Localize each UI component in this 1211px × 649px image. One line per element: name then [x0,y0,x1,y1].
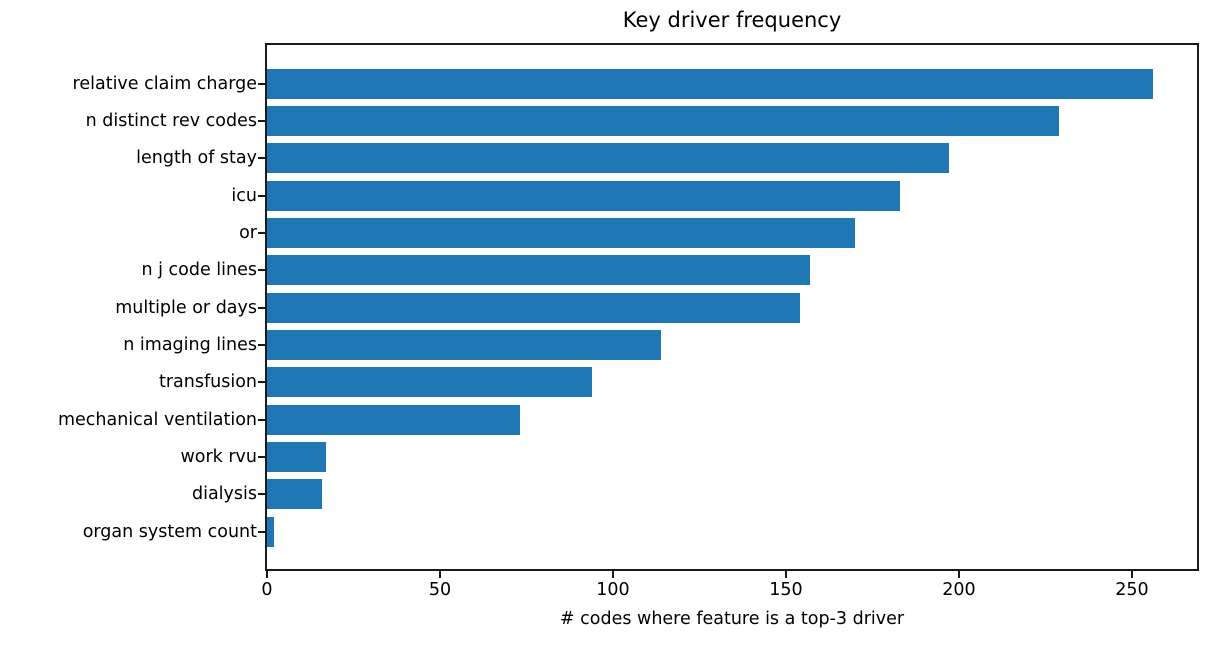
x-tick-mark [1130,571,1133,578]
y-tick-label-work-rvu: work rvu [180,447,257,467]
y-tick-mark [258,493,265,496]
x-tick-label-200: 200 [942,580,976,600]
bar-transfusion [267,367,593,398]
y-tick-mark [258,269,265,272]
y-tick-mark [258,157,265,160]
y-tick-mark [258,381,265,384]
y-tick-label-n-distinct-rev-codes: n distinct rev codes [85,110,257,131]
bar-work-rvu [267,442,326,472]
y-tick-mark [258,306,265,309]
y-tick-label-relative-claim-charge: relative claim charge [72,73,257,94]
x-tick-label-100: 100 [596,580,630,600]
bar-or [267,217,856,248]
y-tick-mark [258,530,265,533]
y-tick-label-icu: icu [231,185,257,206]
bar-length-of-stay [267,143,949,174]
bar-mechanical-ventilation [267,404,520,435]
x-tick-label-50: 50 [428,580,452,600]
plot-area [258,43,1199,571]
bar-n-distinct-rev-codes [267,105,1060,136]
y-tick-label-dialysis: dialysis [191,484,257,505]
bar-organ-system-count [267,516,274,547]
x-axis-label: # codes where feature is a top-3 driver [559,609,905,629]
y-tick-label-mechanical-ventilation: mechanical ventilation [57,409,257,430]
y-tick-mark [258,119,265,122]
bar-icu [267,180,901,211]
y-tick-mark [258,456,265,458]
x-tick-mark [438,571,441,578]
y-tick-mark [258,418,265,421]
y-tick-label-multiple-or-days: multiple or days [115,297,257,318]
y-tick-label-or: or [239,222,257,243]
bar-multiple-or-days [267,292,800,323]
bar-n-j-code-lines [267,255,811,286]
y-tick-mark [258,82,265,85]
y-tick-mark [258,194,265,197]
y-tick-label-transfusion: transfusion [158,372,257,393]
bar-dialysis [267,479,323,510]
bar-relative-claim-charge [267,68,1153,99]
y-tick-label-organ-system-count: organ system count [82,521,257,542]
x-tick-label-150: 150 [769,580,803,600]
bar-n-imaging-lines [267,329,662,360]
chart-title: Key driver frequency [622,8,842,32]
y-tick-mark [258,343,265,346]
y-tick-label-length-of-stay: length of stay [136,148,257,169]
y-tick-label-n-imaging-lines: n imaging lines [123,334,257,355]
x-tick-mark [266,571,268,578]
x-tick-label-0: 0 [261,580,273,600]
x-tick-mark [784,571,787,578]
x-tick-mark [611,571,614,578]
x-tick-label-250: 250 [1115,580,1149,600]
y-tick-label-n-j-code-lines: n j code lines [141,260,257,281]
y-tick-mark [258,231,265,234]
x-tick-mark [957,571,960,578]
